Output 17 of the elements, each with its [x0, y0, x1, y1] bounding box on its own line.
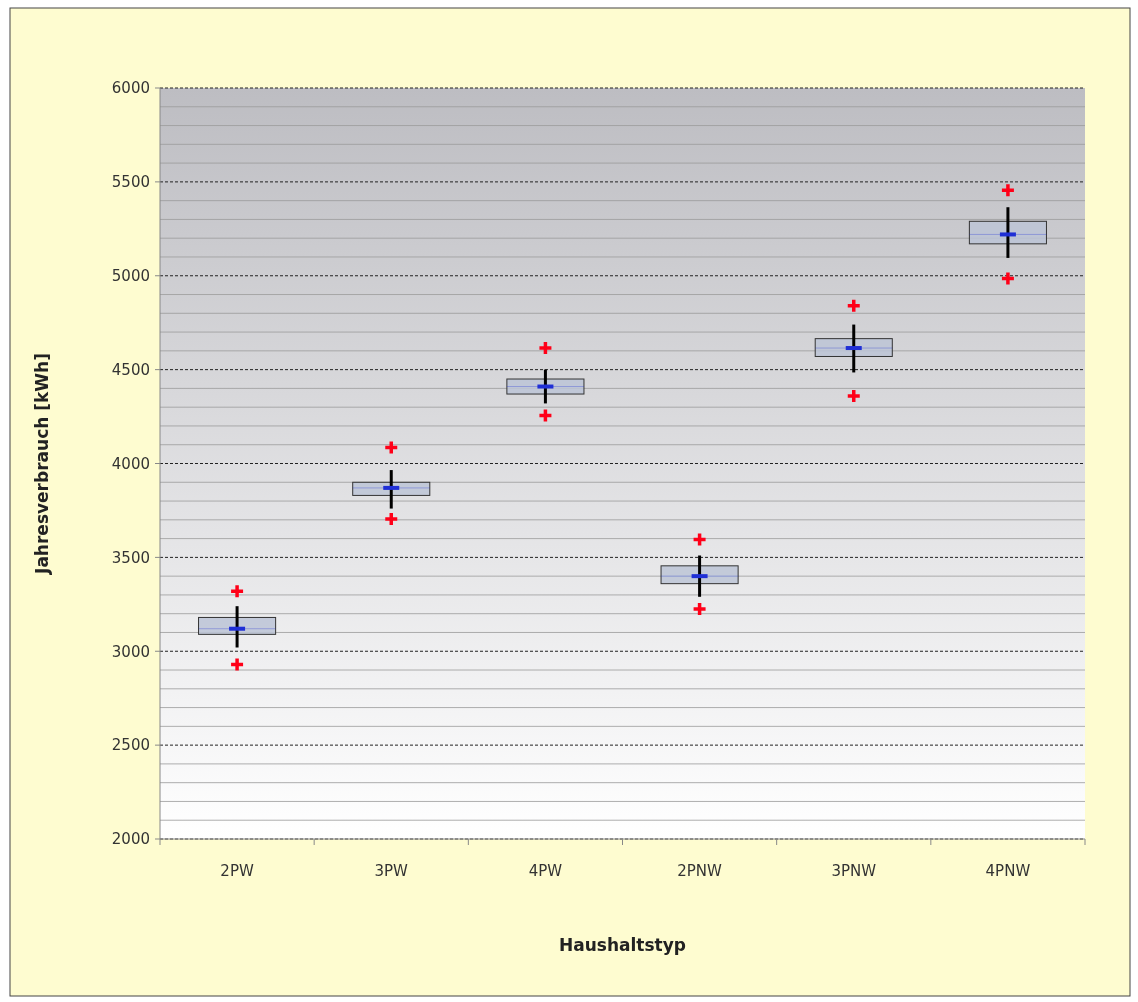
x-tick-label: 4PW [528, 862, 563, 880]
y-tick-label: 3000 [111, 642, 150, 661]
y-axis-title: Jahresverbrauch [kWh] [32, 353, 52, 575]
x-tick-label: 2PW [220, 862, 254, 880]
x-tick-label: 3PW [374, 862, 409, 880]
y-tick-label: 2500 [111, 736, 150, 755]
y-tick-label: 5500 [111, 173, 150, 192]
y-tick-label: 4000 [111, 454, 150, 473]
y-tick-label: 2000 [111, 830, 150, 849]
y-tick-label: 5000 [111, 267, 150, 285]
x-axis-title: Haushaltstyp [559, 935, 686, 955]
x-tick-label: 4PNW [985, 862, 1031, 880]
x-tick-label: 3PNW [831, 862, 877, 880]
x-tick-label: 2PNW [677, 862, 723, 880]
y-tick-label: 6000 [111, 79, 150, 98]
y-tick-label: 3500 [111, 548, 150, 567]
y-tick-label: 4500 [111, 360, 150, 379]
